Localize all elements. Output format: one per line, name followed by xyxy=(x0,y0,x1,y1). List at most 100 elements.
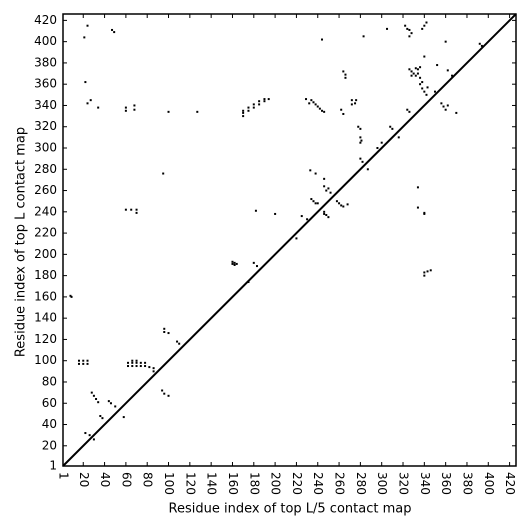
contact-point xyxy=(344,73,347,76)
contact-point xyxy=(359,127,362,130)
contact-point xyxy=(444,108,447,111)
contact-point xyxy=(436,64,439,67)
contact-point xyxy=(310,198,313,201)
contact-point xyxy=(258,100,261,103)
contact-point xyxy=(131,361,134,364)
y-tick-label: 240 xyxy=(34,204,57,218)
contact-point xyxy=(92,394,95,397)
contact-point xyxy=(342,112,345,115)
contact-point xyxy=(82,362,85,365)
contact-point xyxy=(122,416,125,419)
contact-point xyxy=(323,177,326,180)
contact-point xyxy=(139,365,142,368)
contact-point xyxy=(109,402,112,405)
contact-point xyxy=(338,202,341,205)
contact-point xyxy=(133,104,136,107)
contact-point xyxy=(258,103,261,106)
contact-point xyxy=(167,394,170,397)
contact-point xyxy=(425,93,428,96)
x-axis-label: Residue index of top L/5 contact map xyxy=(169,502,412,517)
contact-point xyxy=(423,55,426,58)
contact-point xyxy=(306,218,309,221)
x-tick-label: 400 xyxy=(482,472,496,495)
contact-point xyxy=(329,191,332,194)
contact-point xyxy=(300,215,303,218)
contact-point xyxy=(86,359,89,362)
contact-point xyxy=(442,105,445,108)
contact-point xyxy=(323,210,326,213)
contact-point xyxy=(360,139,363,142)
contact-point xyxy=(426,270,429,273)
contact-point xyxy=(342,70,345,73)
contact-point xyxy=(444,40,447,43)
contact-point xyxy=(321,38,324,41)
contact-point xyxy=(410,32,413,35)
contact-point xyxy=(77,362,80,365)
x-tick-label: 100 xyxy=(162,472,176,495)
contact-point xyxy=(423,211,426,214)
contact-point xyxy=(423,212,426,215)
contact-point xyxy=(419,76,422,79)
contact-point xyxy=(455,111,458,114)
x-tick-label: 420 xyxy=(503,472,517,495)
contact-point xyxy=(410,74,413,77)
contact-point xyxy=(127,361,130,364)
y-axis-label: Residue index of top L contact map xyxy=(14,127,29,357)
contact-point xyxy=(113,31,116,34)
contact-point xyxy=(323,185,326,188)
contact-point xyxy=(446,104,449,107)
y-tick-label: 280 xyxy=(34,162,57,176)
contact-point xyxy=(423,90,426,93)
contact-point xyxy=(144,365,147,368)
contact-point xyxy=(429,269,432,272)
y-tick-label: 120 xyxy=(34,332,57,346)
contact-point xyxy=(107,400,110,403)
contact-point xyxy=(421,81,424,84)
contact-point xyxy=(318,107,321,110)
contact-point xyxy=(350,99,353,102)
contact-point xyxy=(131,359,134,362)
contact-point xyxy=(359,157,362,160)
contact-point xyxy=(408,110,411,113)
contact-point xyxy=(355,99,358,102)
contact-point xyxy=(167,332,170,335)
contact-point xyxy=(397,136,400,139)
contact-point xyxy=(233,263,236,266)
x-tick-label: 80 xyxy=(141,472,155,487)
contact-point xyxy=(309,169,312,172)
x-tick-label: 320 xyxy=(397,472,411,495)
contact-point xyxy=(86,102,89,105)
contact-point xyxy=(366,168,369,171)
contact-point xyxy=(124,208,127,211)
contact-point xyxy=(416,72,419,75)
contact-point xyxy=(340,108,343,111)
contact-point xyxy=(274,212,277,215)
contact-point xyxy=(325,214,328,217)
x-tick-label: 120 xyxy=(183,472,197,495)
contact-point xyxy=(163,392,166,395)
contact-point xyxy=(111,28,114,31)
contact-point xyxy=(178,342,181,345)
contact-point xyxy=(247,106,250,109)
contact-point xyxy=(135,211,138,214)
contact-point xyxy=(176,340,179,343)
contact-point xyxy=(235,262,238,265)
contact-point xyxy=(314,172,317,175)
contact-point xyxy=(335,200,338,203)
contact-point xyxy=(163,330,166,333)
y-tick-label: 320 xyxy=(34,119,57,133)
y-tick-label: 380 xyxy=(34,55,57,69)
contact-point xyxy=(144,361,147,364)
contact-point xyxy=(406,108,409,111)
contact-point xyxy=(135,208,138,211)
contact-point xyxy=(95,397,98,400)
contact-point xyxy=(252,103,255,106)
contact-point xyxy=(323,110,326,113)
contact-point xyxy=(408,28,411,31)
contact-point xyxy=(423,24,426,27)
contact-point xyxy=(152,370,155,373)
contact-point xyxy=(350,103,353,106)
x-tick-label: 200 xyxy=(269,472,283,495)
y-tick-label: 1 xyxy=(49,459,57,473)
y-tick-label: 100 xyxy=(34,353,57,367)
